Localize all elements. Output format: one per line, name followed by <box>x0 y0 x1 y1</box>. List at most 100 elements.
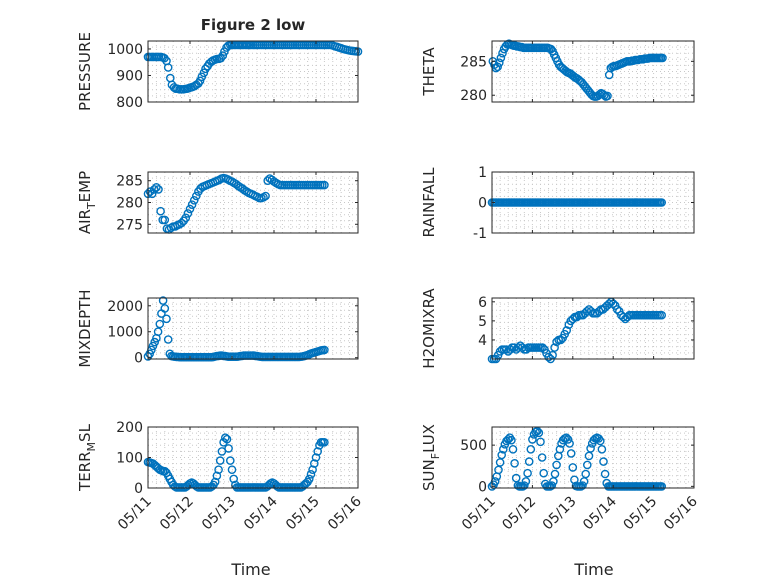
sunflux-point <box>586 444 595 453</box>
theta-series <box>488 39 667 101</box>
terrmsl-point <box>224 444 233 453</box>
terrmsl-frame <box>147 426 359 489</box>
mixdepth-point <box>163 335 173 344</box>
sunflux-point <box>552 460 561 470</box>
theta-ytick-label: 280 <box>460 88 487 104</box>
airtemp-ylabel: AIRTEMP <box>76 171 98 234</box>
airtemp-point <box>177 218 186 228</box>
rainfall-ytick-label: -1 <box>473 226 487 242</box>
h2omixra-ytick-label: 4 <box>478 333 487 349</box>
sunflux-point <box>570 475 579 485</box>
theta-point <box>496 53 506 63</box>
terrmsl-series <box>143 433 329 492</box>
terrmsl-axes: 0 100 200 05/11 05/12 05/13 05/14 05/15 05/16 TER… <box>76 420 365 533</box>
terrmsl-ytick-label: 200 <box>116 420 143 436</box>
sunflux-xtick-label: 05/13 <box>540 494 580 534</box>
theta-point <box>493 62 503 72</box>
mixdepth-point <box>148 341 158 351</box>
sunflux-point <box>520 481 529 490</box>
airtemp-point <box>183 209 193 218</box>
terrmsl-point <box>212 471 222 481</box>
h2omixra-point <box>505 345 515 354</box>
pressure-ytick-label: 800 <box>116 95 143 111</box>
sunflux-point <box>657 482 667 491</box>
theta-axes: 280 285 THETA <box>420 39 695 104</box>
sunflux-point <box>583 460 592 470</box>
terrmsl-point <box>306 469 316 479</box>
airtemp-point <box>189 195 199 205</box>
h2omixra-point <box>495 347 505 356</box>
airtemp-point <box>320 180 329 190</box>
sunflux-ytick-label: 500 <box>460 438 487 454</box>
sunflux-point <box>523 468 532 478</box>
terrmsl-point <box>225 456 235 465</box>
sunflux-point <box>524 457 534 466</box>
airtemp-point <box>156 206 165 216</box>
sunflux-xtick-label: 05/12 <box>499 494 539 534</box>
sunflux-point <box>497 450 507 460</box>
pressure-point <box>195 76 205 86</box>
airtemp-axes: 275 280 285 AIRTEMP <box>76 171 359 234</box>
sunflux-point <box>498 444 508 454</box>
h2omixra-ytick-label: 6 <box>478 295 487 311</box>
rainfall-ylabel: RAINFALL <box>420 167 438 238</box>
terrmsl-xtick-label: 05/16 <box>325 493 365 533</box>
h2omixra-point <box>552 337 561 347</box>
h2omixra-axes: 4 5 6 H2OMIXRA <box>420 288 695 369</box>
terrmsl-point <box>217 447 227 456</box>
figure-title: Figure 2 low <box>201 16 306 34</box>
airtemp-point <box>147 189 157 199</box>
h2omixra-point <box>514 343 523 352</box>
h2omixra-point <box>612 305 622 314</box>
theta-ylabel: THETA <box>420 47 438 97</box>
pressure-ylabel: PRESSURE <box>76 32 94 111</box>
sunflux-point <box>596 436 605 446</box>
h2omixra-ytick-label: 5 <box>478 314 487 330</box>
pressure-point <box>216 53 225 63</box>
sunflux-xtick-label: 05/15 <box>621 494 661 534</box>
sunflux-point <box>597 444 607 454</box>
sunflux-point <box>599 457 608 466</box>
h2omixra-series <box>487 297 667 364</box>
sunflux-xtick-label: 05/16 <box>661 493 701 533</box>
sunflux-point <box>600 469 610 479</box>
sunflux-point <box>566 449 576 458</box>
mixdepth-axes: 0 1000 2000 MIXDEPTH <box>76 289 359 368</box>
sunflux-point <box>526 444 536 454</box>
terrmsl-point <box>309 459 319 468</box>
rainfall-frame <box>491 171 695 234</box>
terrmsl-point <box>220 433 230 443</box>
airtemp-point <box>191 191 201 201</box>
theta-point <box>600 90 609 100</box>
mixdepth-point <box>150 337 159 347</box>
mixdepth-point <box>160 304 170 313</box>
airtemp-point <box>261 191 270 201</box>
terrmsl-ylabel: TERRMSL <box>76 423 98 492</box>
pressure-frame <box>147 40 359 103</box>
airtemp-point <box>145 187 155 196</box>
airtemp-point <box>149 185 159 194</box>
h2omixra-point <box>568 314 578 324</box>
mixdepth-point <box>155 319 165 329</box>
h2omixra-point <box>657 310 667 320</box>
terrmsl-point <box>311 453 321 462</box>
rainfall-point <box>657 198 667 207</box>
h2omixra-point <box>518 343 527 352</box>
mixdepth-ytick-label: 2000 <box>107 299 143 315</box>
sunflux-point <box>534 428 544 438</box>
mixdepth-point <box>153 327 163 337</box>
terrmsl-point <box>214 465 223 475</box>
rainfall-ytick-label: 0 <box>478 196 487 212</box>
airtemp-point <box>263 176 273 185</box>
terrmsl-xtick-label: 05/11 <box>115 494 155 534</box>
sunflux-point <box>555 444 565 454</box>
terrmsl-point <box>227 465 237 475</box>
h2omixra-point <box>594 306 604 316</box>
theta-frame <box>491 40 695 103</box>
pressure-point <box>163 63 173 72</box>
sunflux-point <box>578 481 587 490</box>
airtemp-frame <box>147 171 359 234</box>
terrmsl-point <box>229 474 238 484</box>
theta-point <box>494 58 504 68</box>
